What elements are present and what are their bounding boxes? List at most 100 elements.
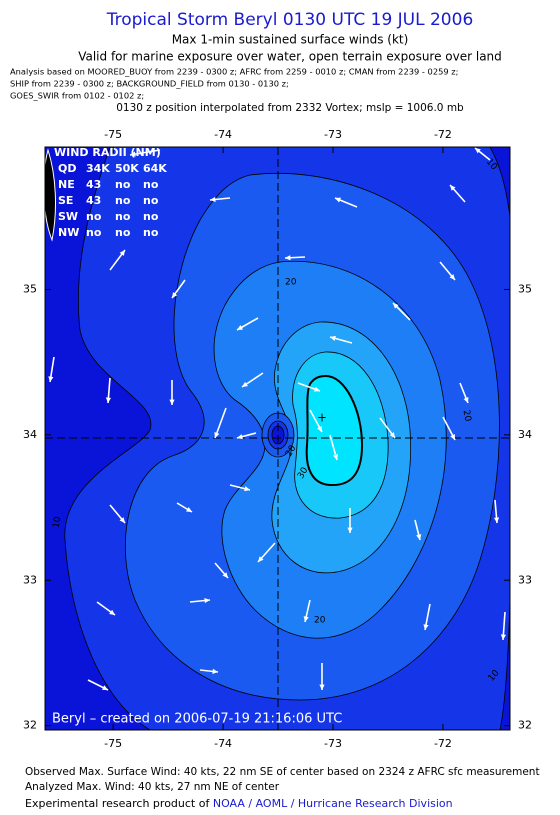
wind-radii-header: 34K	[86, 162, 110, 175]
wind-radii-cell: SE	[58, 194, 73, 207]
contour-label: 20	[314, 616, 326, 626]
wind-vector-head	[172, 292, 178, 298]
y-tick-label: 34	[23, 428, 37, 441]
wind-vector-head	[500, 634, 506, 640]
wind-vector-head	[463, 397, 469, 403]
link[interactable]: NOAA / AOML / Hurricane Research Divisio…	[213, 797, 453, 810]
wind-radii-cell: NE	[58, 178, 75, 191]
analysis-line: Analysis based on MOORED_BUOY from 2239 …	[10, 67, 458, 77]
wind-vector-head	[102, 685, 108, 690]
contour-label: 10	[52, 516, 64, 529]
valid-note: Valid for marine exposure over water, op…	[78, 50, 502, 64]
subtitle: Max 1-min sustained surface winds (kt)	[172, 33, 409, 47]
axes: -75 -75 -74 -74 -73 -73 -72 -72 32 32 33 33 34 34 35 35	[23, 128, 532, 750]
wind-vector-head	[210, 196, 216, 203]
x-tick-label: -72	[434, 737, 452, 750]
wind-radii-header: 64K	[143, 162, 167, 175]
x-tick-label: -75	[104, 737, 122, 750]
product-note: Experimental research product of NOAA / …	[25, 797, 453, 810]
wind-vector-head	[244, 486, 250, 492]
wind-radii-header: QD	[58, 162, 76, 175]
wind-vector-head	[119, 250, 125, 256]
wind-vectors	[48, 147, 506, 691]
position-note: 0130 z position interpolated from 2332 V…	[116, 102, 464, 114]
contour-label: 20	[285, 278, 297, 288]
y-tick-label: 32	[518, 719, 532, 732]
wind-vector-head	[212, 668, 218, 674]
product-text: Experimental research product of	[25, 797, 213, 810]
x-tick-label: -74	[214, 737, 232, 750]
y-tick-label: 33	[518, 573, 532, 586]
analysis-line: SHIP from 2239 - 0300 z; BACKGROUND_FIEL…	[10, 79, 289, 89]
y-tick-label: 32	[23, 719, 37, 732]
analysis-line: GOES_SWIR from 0102 - 0102 z;	[10, 91, 144, 101]
wind-radii-cell: NW	[58, 226, 79, 239]
wind-radii-cell: no	[86, 226, 102, 239]
analyzed-note: Analyzed Max. Wind: 40 kts, 27 nm NE of …	[25, 781, 280, 793]
wind-vector-head	[416, 534, 422, 540]
wind-vector-head	[393, 303, 399, 309]
wind-radii-cell: no	[115, 210, 131, 223]
wind-vector-head	[330, 335, 336, 341]
wind-vector-head	[314, 386, 320, 392]
wind-vector-head	[335, 197, 341, 203]
x-tick-label: -74	[214, 128, 232, 141]
wind-vector-head	[237, 434, 243, 440]
x-tick-label: -72	[434, 128, 452, 141]
wind-radii-title: WIND RADII (NM)	[54, 146, 161, 159]
wind-radii-cell: SW	[58, 210, 78, 223]
wind-vector-head	[186, 506, 192, 512]
wind-vector-head	[347, 527, 353, 533]
wind-vector-head	[317, 426, 322, 432]
y-tick-label: 34	[518, 428, 532, 441]
wind-vector-head	[109, 609, 115, 615]
wind-radii-cell: no	[86, 210, 102, 223]
title: Tropical Storm Beryl 0130 UTC 19 JUL 200…	[106, 10, 474, 30]
wind-radii-cell: no	[115, 178, 131, 191]
wind-vector-head	[319, 684, 325, 690]
wind-vector-head	[493, 517, 500, 523]
y-tick-label: 33	[23, 573, 37, 586]
land	[45, 148, 56, 242]
wind-vector-head	[389, 432, 395, 438]
wind-vector-head	[119, 517, 125, 523]
center-marker: +	[317, 411, 327, 425]
wind-radii-cell: no	[115, 194, 131, 207]
wind-radii-cell: no	[115, 226, 131, 239]
wind-vector-head	[285, 255, 291, 261]
wind-vector-head	[48, 376, 54, 382]
wind-vector-head	[222, 572, 228, 578]
wind-radii-header: 50K	[115, 162, 139, 175]
wind-vector-head	[204, 597, 210, 604]
wind-radii-cell: no	[143, 178, 159, 191]
x-tick-label: -73	[324, 737, 342, 750]
wind-vector-head	[130, 151, 136, 157]
wind-vector-head	[242, 381, 248, 387]
y-tick-label: 35	[23, 282, 37, 295]
wind-field: + 20 20 20 30 10 20 10 10 WIND RADII (NM…	[45, 146, 510, 730]
wind-radii-cell: no	[143, 210, 159, 223]
wind-vector-head	[475, 148, 481, 154]
map-frame	[44, 146, 511, 731]
wind-vector-head	[423, 624, 429, 630]
wind-radii-cell: 43	[86, 178, 101, 191]
wind-vector-head	[450, 185, 456, 191]
contour-label: 20	[461, 409, 473, 422]
wind-vector-head	[105, 397, 112, 403]
x-tick-label: -73	[324, 128, 342, 141]
observed-note: Observed Max. Surface Wind: 40 kts, 22 n…	[25, 766, 540, 778]
wind-vector-head	[214, 432, 220, 438]
x-tick-label: -75	[104, 128, 122, 141]
credit: Beryl – created on 2006-07-19 21:16:06 U…	[52, 712, 342, 727]
wind-vector-head	[303, 616, 309, 622]
wind-radii-cell: 43	[86, 194, 101, 207]
wind-vector-head	[450, 434, 455, 440]
y-tick-label: 35	[518, 282, 532, 295]
wind-vector-head	[449, 274, 455, 280]
contour-region	[305, 374, 364, 487]
wind-radii-cell: no	[143, 226, 159, 239]
wind-radii-cell: no	[143, 194, 159, 207]
